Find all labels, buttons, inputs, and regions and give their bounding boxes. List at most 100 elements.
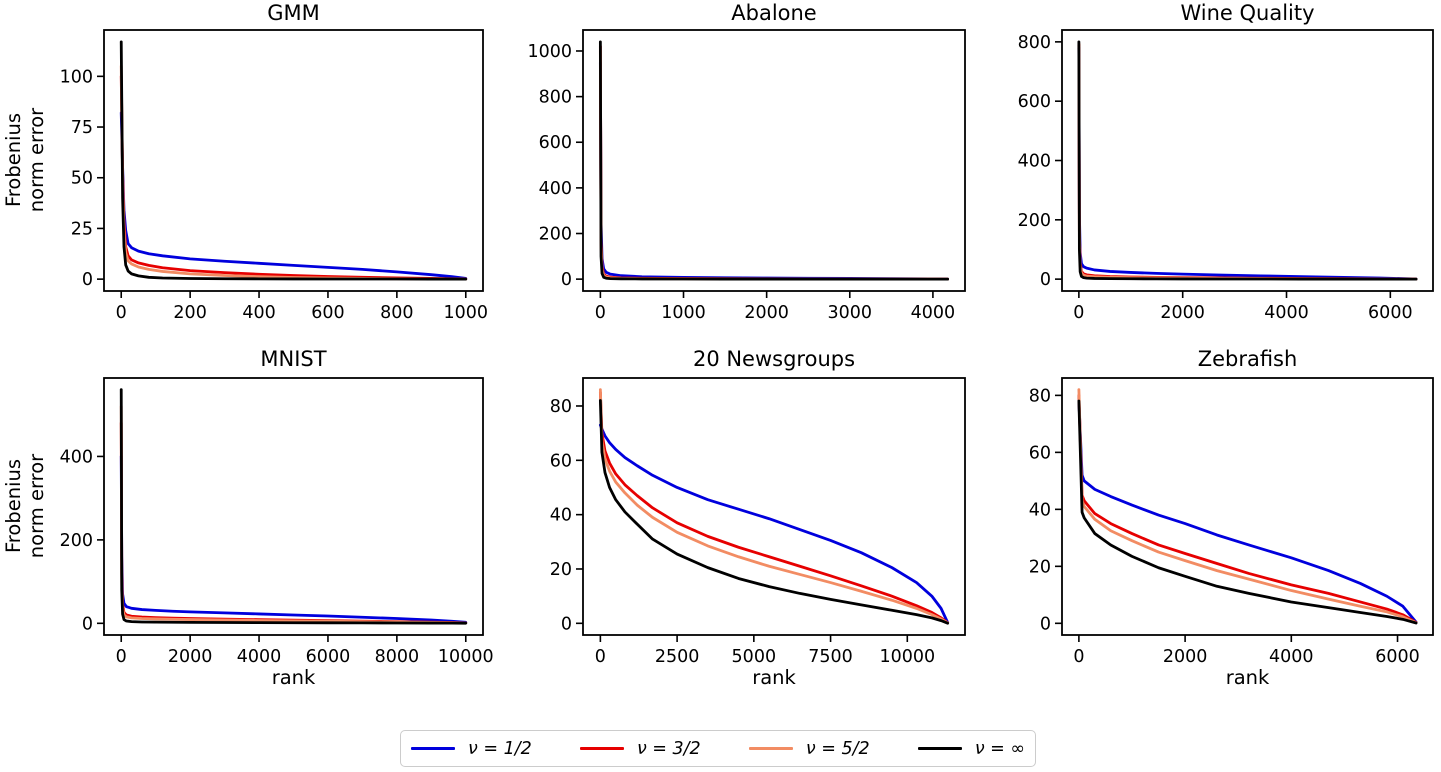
y-tick-label: 800 <box>539 88 572 108</box>
legend-item-nu-five-halves: ν = 5/2 <box>748 738 870 759</box>
curves <box>119 40 468 281</box>
series-line <box>1077 399 1418 625</box>
x-tick-label: 6000 <box>1368 303 1413 323</box>
series-line <box>119 64 468 281</box>
legend-label: ν = 3/2 <box>636 738 701 759</box>
series-line <box>119 74 468 281</box>
x-tick-label: 2500 <box>655 647 700 667</box>
curves <box>119 388 468 625</box>
y-tick-label: 0 <box>82 270 93 290</box>
x-tick-label: 0 <box>1073 303 1084 323</box>
series-line <box>119 40 468 281</box>
x-tick-label: 1000 <box>661 303 706 323</box>
x-tick-label: 8000 <box>375 647 420 667</box>
y-tick-label: 80 <box>550 397 572 417</box>
series-line <box>119 455 468 624</box>
x-axis-label-mnist: rank <box>271 666 316 689</box>
x-tick-label: 3000 <box>828 303 873 323</box>
series-line <box>598 49 950 281</box>
x-tick-label: 2000 <box>744 303 789 323</box>
x-tick-label: 0 <box>595 647 606 667</box>
y-tick-label: 25 <box>71 219 93 239</box>
subplot-title-mnist: MNIST <box>260 347 327 371</box>
x-tick-label: 4000 <box>1269 647 1314 667</box>
y-tick-label: 200 <box>1018 211 1051 231</box>
x-tick-label: 2000 <box>168 647 213 667</box>
x-tick-label: 4000 <box>1264 303 1309 323</box>
x-tick-label: 0 <box>1073 647 1084 667</box>
series-line <box>598 40 950 281</box>
y-tick-label: 400 <box>539 179 572 199</box>
y-tick-label: 40 <box>550 506 572 526</box>
series-line <box>1077 46 1418 281</box>
series-line <box>1077 393 1418 624</box>
series-line <box>598 399 950 625</box>
y-tick-label: 20 <box>1029 557 1051 577</box>
y-tick-label: 0 <box>1040 614 1051 634</box>
series-line <box>598 45 950 281</box>
legend: ν = 1/2 ν = 3/2 ν = 5/2 ν = ∞ <box>400 730 1036 767</box>
y-tick-label: 600 <box>539 133 572 153</box>
x-axis-label-zebrafish: rank <box>1225 666 1270 689</box>
x-tick-label: 6000 <box>1375 647 1420 667</box>
x-tick-label: 2000 <box>1160 303 1205 323</box>
x-tick-label: 4000 <box>911 303 956 323</box>
legend-label: ν = 1/2 <box>468 738 532 759</box>
curves <box>1077 388 1418 625</box>
legend-label: ν = 5/2 <box>805 738 870 759</box>
x-tick-label: 800 <box>380 303 413 323</box>
y-tick-label: 0 <box>561 614 572 634</box>
y-tick-label: 800 <box>1018 33 1051 53</box>
subplot-title-gmm: GMM <box>267 1 320 25</box>
subplot-2-canvas: 0 2000 4000 6000 0 200 400 600 800 <box>1018 29 1434 323</box>
x-tick-label: 600 <box>311 303 344 323</box>
x-tick-label: 2000 <box>1163 647 1208 667</box>
x-axis-label-newsgroups: rank <box>752 666 796 689</box>
subplot-title-zebrafish: Zebrafish <box>1197 347 1298 371</box>
plot-frame <box>103 377 484 636</box>
x-tick-label: 10000 <box>879 647 935 667</box>
y-axis-label-bottom-row: Frobenius norm error <box>2 453 48 559</box>
plot-frame <box>582 377 966 636</box>
y-tick-label: 0 <box>561 270 572 290</box>
series-line <box>1077 43 1418 281</box>
plot-frame <box>103 29 484 292</box>
series-line <box>598 423 950 624</box>
y-tick-label: 60 <box>1029 443 1051 463</box>
y-tick-label: 20 <box>550 560 572 580</box>
x-tick-label: 0 <box>116 303 127 323</box>
subplot-4-canvas: 0 2500 5000 7500 10000 0 20 40 60 80 <box>550 377 966 667</box>
x-tick-label: 4000 <box>237 647 282 667</box>
series-line <box>598 61 950 281</box>
series-line <box>598 388 950 625</box>
series-line <box>119 388 468 625</box>
plot-frame <box>1061 377 1434 636</box>
legend-line-sample-salmon <box>748 746 793 751</box>
legend-line-sample-red <box>579 746 624 751</box>
series-line <box>1077 388 1418 625</box>
series-line <box>1077 399 1418 624</box>
y-tick-label: 0 <box>82 614 93 634</box>
x-tick-label: 7500 <box>808 647 853 667</box>
legend-line-sample-blue <box>411 746 455 751</box>
y-tick-label: 0 <box>1040 270 1051 290</box>
subplot-title-newsgroups: 20 Newsgroups <box>692 347 856 371</box>
x-tick-label: 6000 <box>306 647 351 667</box>
y-tick-label: 400 <box>1018 152 1051 172</box>
x-tick-label: 200 <box>173 303 206 323</box>
subplot-title-abalone: Abalone <box>731 1 817 25</box>
legend-item-nu-three-halves: ν = 3/2 <box>579 738 701 759</box>
legend-label: ν = ∞ <box>974 738 1025 759</box>
y-tick-label: 600 <box>1018 92 1051 112</box>
y-tick-label: 200 <box>539 225 572 245</box>
x-tick-label: 5000 <box>732 647 777 667</box>
y-tick-label: 200 <box>60 531 93 551</box>
y-tick-label: 100 <box>60 67 93 87</box>
y-tick-label: 50 <box>71 169 93 189</box>
y-tick-label: 40 <box>1029 500 1051 520</box>
plot-frame <box>582 29 966 292</box>
series-line <box>119 404 468 625</box>
series-line <box>119 421 468 625</box>
